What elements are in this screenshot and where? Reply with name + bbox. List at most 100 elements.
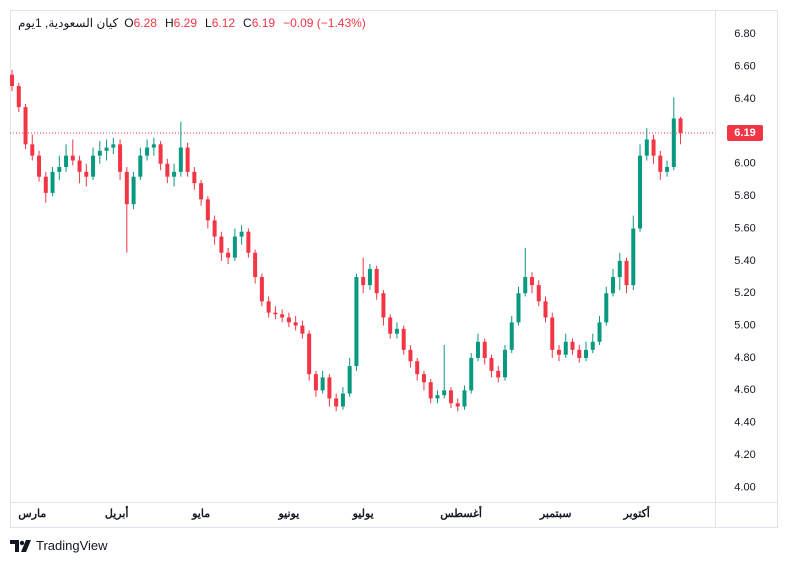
y-tick-label: 5.20 [734, 287, 755, 299]
candle-body [611, 277, 616, 294]
label: C [243, 16, 252, 30]
candle-body [145, 147, 150, 156]
candle-body [475, 341, 480, 358]
x-tick-label: سبتمبر [539, 508, 572, 520]
candle-body [347, 366, 352, 394]
candle-body [286, 317, 291, 323]
value: 6.19 [251, 16, 276, 30]
label: L [205, 16, 212, 30]
chart: 4.00 4.20 4.40 4.60 4.80 5.00 5.20 5.40 5.60 5.80… [10, 10, 778, 528]
candle-body [671, 118, 676, 167]
candle-body [16, 86, 21, 108]
label: O [124, 16, 134, 30]
candle-body [84, 171, 89, 177]
candle-body [91, 155, 96, 177]
footer[interactable]: TradingView [10, 538, 108, 553]
symbol: كيان السعودية, 1يوم [18, 16, 119, 30]
candle-body [118, 144, 123, 172]
candle-body [482, 341, 487, 358]
candle-body [340, 393, 345, 407]
candle-body [665, 166, 670, 172]
candle-body [415, 361, 420, 375]
candle-body [638, 155, 643, 229]
candle-body [273, 312, 278, 315]
candle-body [97, 150, 102, 156]
y-tick-label: 4.60 [734, 384, 755, 396]
y-tick-label: 5.40 [734, 255, 755, 267]
ohlc: H6.29 [165, 16, 199, 30]
ohlc: C6.19 [243, 16, 277, 30]
y-tick-label: 5.00 [734, 319, 755, 331]
x-tick-label: مايو [191, 508, 210, 520]
candle-body [617, 260, 622, 278]
candle-body [509, 322, 514, 350]
candle-body [259, 277, 264, 302]
ohlc: O6.28 [124, 16, 159, 30]
candle-body [557, 349, 562, 355]
candle-body [394, 328, 399, 334]
candle-body [266, 301, 271, 313]
x-tick-label: يوليو [352, 508, 374, 520]
x-tick-label: أغسطس [440, 506, 482, 520]
candle-body [232, 236, 237, 258]
candle-body [239, 231, 244, 237]
candle-body [293, 322, 298, 326]
y-tick-label: 4.20 [734, 449, 755, 461]
candle-body [624, 260, 629, 286]
candle-body [30, 144, 35, 156]
candle-body [226, 252, 231, 258]
candle-body [57, 166, 62, 172]
candle-body [246, 231, 251, 253]
x-tick-label: أبريل [105, 506, 129, 520]
candle-body [43, 176, 48, 193]
value: 6.28 [133, 16, 157, 30]
candle-body [172, 171, 177, 177]
y-tick-label: 4.00 [734, 481, 755, 493]
candle-body [651, 139, 656, 156]
legend: كيان السعودية, 1يوم O6.28 H6.29 L6.12 C6… [18, 16, 368, 30]
candle-body [300, 325, 305, 334]
candle-body [151, 144, 156, 148]
candle-body [205, 199, 210, 221]
candle-body [212, 220, 217, 237]
candle-body [570, 341, 575, 350]
candle-body [185, 147, 190, 172]
x-tick-label: يونيو [277, 508, 299, 520]
candle-body [428, 382, 433, 399]
y-tick-label: 6.00 [734, 158, 755, 170]
value: 6.29 [173, 16, 197, 30]
candle-body [631, 228, 636, 286]
logo [10, 539, 31, 552]
candle-body [584, 349, 589, 358]
candle-body [253, 252, 258, 278]
candle-body [374, 268, 379, 294]
y-tick-label: 5.80 [734, 190, 755, 202]
candle-body [10, 74, 15, 87]
candle-body [401, 328, 406, 350]
candle-body [280, 314, 285, 318]
candle-body [77, 160, 82, 172]
y-tick-label: 4.40 [734, 417, 755, 429]
candle-body [381, 293, 386, 318]
candle-body [70, 155, 75, 161]
candle-body [50, 171, 55, 193]
candle-body [367, 268, 372, 286]
value: 6.12 [211, 16, 236, 30]
label: H [164, 16, 174, 30]
candle-body [577, 349, 582, 358]
candle-body [496, 370, 501, 378]
candle-body [138, 155, 143, 177]
candle-body [178, 147, 183, 172]
candle-body [455, 403, 460, 407]
last-price-box [727, 125, 763, 141]
candle-body [219, 236, 224, 253]
brand: TradingView [36, 538, 108, 553]
candle-body [320, 377, 325, 391]
candle-body [307, 333, 312, 375]
candle-body [111, 144, 116, 148]
candle-body [334, 398, 339, 407]
candle-body [64, 155, 69, 167]
candle-body [678, 118, 683, 133]
candle-body [529, 277, 534, 286]
candle-body [489, 357, 494, 371]
